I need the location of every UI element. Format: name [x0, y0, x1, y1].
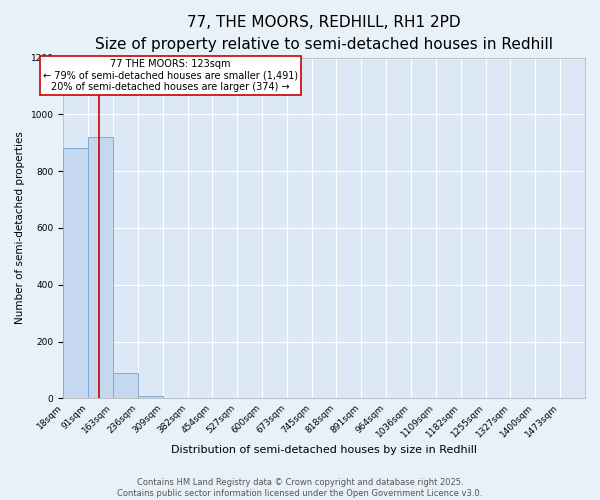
Text: 77 THE MOORS: 123sqm
← 79% of semi-detached houses are smaller (1,491)
20% of se: 77 THE MOORS: 123sqm ← 79% of semi-detac…	[43, 59, 298, 92]
Bar	[88, 137, 113, 398]
X-axis label: Distribution of semi-detached houses by size in Redhill: Distribution of semi-detached houses by …	[171, 445, 477, 455]
Text: Contains HM Land Registry data © Crown copyright and database right 2025.
Contai: Contains HM Land Registry data © Crown c…	[118, 478, 482, 498]
Title: 77, THE MOORS, REDHILL, RH1 2PD
Size of property relative to semi-detached house: 77, THE MOORS, REDHILL, RH1 2PD Size of …	[95, 15, 553, 52]
Bar	[113, 373, 138, 398]
Bar	[138, 396, 163, 398]
Bar	[63, 148, 88, 398]
Y-axis label: Number of semi-detached properties: Number of semi-detached properties	[15, 132, 25, 324]
